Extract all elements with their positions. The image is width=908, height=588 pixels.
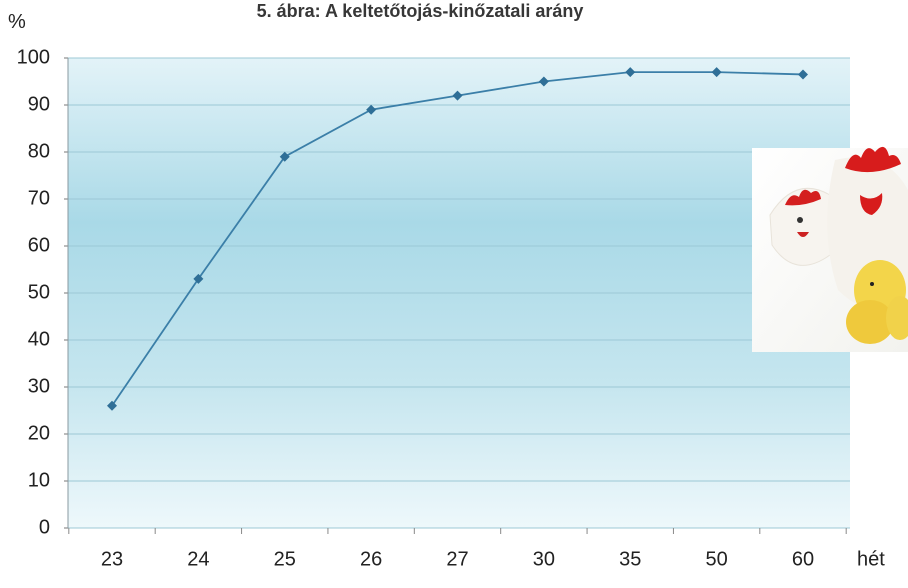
data-point: [625, 67, 636, 78]
gridlines: [64, 57, 850, 534]
x-tick-label: 30: [533, 548, 555, 570]
data-point: [366, 104, 377, 115]
x-tick-label: 60: [792, 548, 814, 570]
y-tick-label: 10: [28, 469, 50, 491]
x-tick-label: 35: [619, 548, 641, 570]
series: [107, 67, 808, 411]
y-tick-label: 60: [28, 234, 50, 256]
data-point: [107, 400, 117, 411]
x-tick-labels: 23 24 25 26 27 30 35 50 60: [101, 548, 814, 570]
x-tick-label: 27: [446, 548, 468, 570]
y-tick-label: 80: [28, 140, 50, 162]
y-tick-label: 70: [28, 187, 50, 209]
x-tick-label: 26: [360, 548, 382, 570]
x-tick-label: 24: [187, 548, 209, 570]
y-tick-labels: 0 10 20 30 40 50 60 70 80 90 100: [17, 46, 50, 538]
x-tick-label: 23: [101, 548, 123, 570]
hen-chicks-photo: [752, 146, 908, 352]
y-tick-label: 50: [28, 281, 50, 303]
data-point: [452, 90, 463, 101]
y-tick-label: 40: [28, 328, 50, 350]
data-point: [279, 151, 290, 162]
data-point: [538, 76, 549, 87]
y-tick-label: 20: [28, 422, 50, 444]
y-tick-label: 100: [17, 46, 50, 68]
data-point: [711, 67, 722, 78]
y-tick-label: 30: [28, 375, 50, 397]
y-tick-label: 90: [28, 93, 50, 115]
data-point: [193, 273, 204, 284]
chart-title: 5. ábra: A keltetőtojás-kinőzatali arány: [257, 1, 584, 21]
data-point: [798, 69, 808, 80]
y-tick-label: 0: [39, 516, 50, 538]
y-axis-label: %: [8, 11, 26, 33]
x-tick-label: 50: [706, 548, 728, 570]
x-axis-label: hét: [857, 548, 885, 570]
x-tick-label: 25: [274, 548, 296, 570]
